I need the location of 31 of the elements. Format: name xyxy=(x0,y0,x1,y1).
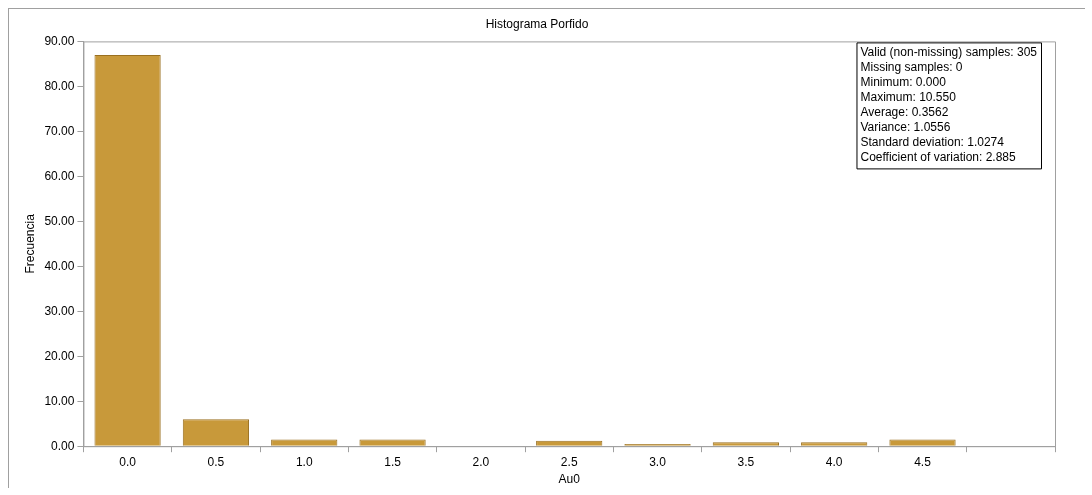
y-tick-label: 0.00 xyxy=(51,438,75,453)
x-tick-label: 2.0 xyxy=(472,454,490,469)
x-tick-label: 1.5 xyxy=(384,454,402,469)
chart-title: Histograma Porfido xyxy=(485,16,589,31)
annotation: Coefficient of variation: 2.885 xyxy=(860,149,1017,164)
annotation: Variance: 1.0556 xyxy=(860,119,951,134)
y-tick-label: 30.00 xyxy=(44,303,75,318)
y-tick-label: 10.00 xyxy=(44,393,75,408)
y-tick-label: 40.00 xyxy=(44,258,75,273)
x-tick-label: 1.0 xyxy=(295,454,313,469)
annotation: Average: 0.3562 xyxy=(860,104,949,119)
x-tick-label: 4.0 xyxy=(825,454,843,469)
x-tick-label: 0.0 xyxy=(119,454,137,469)
x-tick-label: 2.5 xyxy=(560,454,578,469)
annotation: Standard deviation: 1.0274 xyxy=(860,134,1005,149)
x-axis-title: Au0 xyxy=(558,472,581,487)
x-tick-label: 0.5 xyxy=(207,454,225,469)
y-axis-title: Frecuencia xyxy=(22,213,37,274)
y-tick-label: 80.00 xyxy=(44,78,75,93)
y-tick-label: 70.00 xyxy=(44,123,75,138)
annotation: Valid (non-missing) samples: 305 xyxy=(860,44,1038,59)
x-tick-label: 3.5 xyxy=(737,454,755,469)
annotation: Maximum: 10.550 xyxy=(860,89,957,104)
y-tick-label: 90.00 xyxy=(44,33,75,48)
y-tick-label: 50.00 xyxy=(44,213,75,228)
annotation: Minimum: 0.000 xyxy=(860,74,947,89)
y-tick-label: 20.00 xyxy=(44,348,75,363)
annotation: Missing samples: 0 xyxy=(860,59,963,74)
y-tick-label: 60.00 xyxy=(44,168,75,183)
x-tick-label: 3.0 xyxy=(649,454,667,469)
x-tick-label: 4.5 xyxy=(914,454,932,469)
